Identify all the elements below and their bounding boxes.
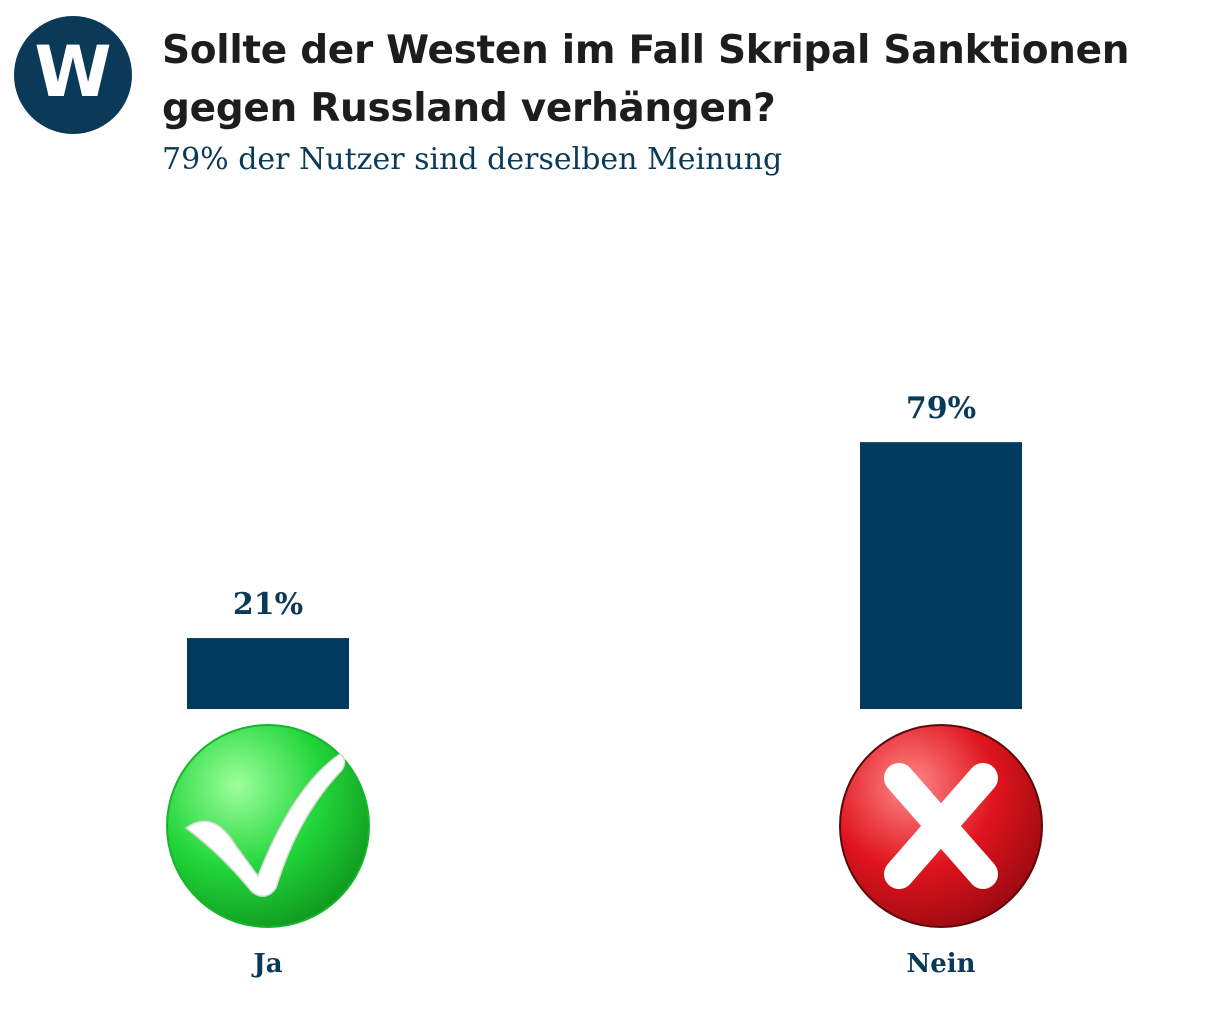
page-title: Sollte der Westen im Fall Skripal Sankti… [162, 28, 1130, 131]
logo-letter: W [34, 31, 111, 113]
welt-logo: W [14, 16, 132, 134]
bar-nein [860, 442, 1022, 709]
value-label-nein: 79% [906, 391, 976, 426]
category-label-ja: Ja [251, 949, 282, 979]
bar-ja [187, 638, 349, 709]
page-subtitle: 79% der Nutzer sind derselben Meinung [162, 142, 783, 177]
category-label-nein: Nein [906, 949, 975, 979]
check-icon [166, 724, 370, 928]
value-label-ja: 21% [233, 587, 303, 622]
cross-icon [839, 724, 1043, 928]
